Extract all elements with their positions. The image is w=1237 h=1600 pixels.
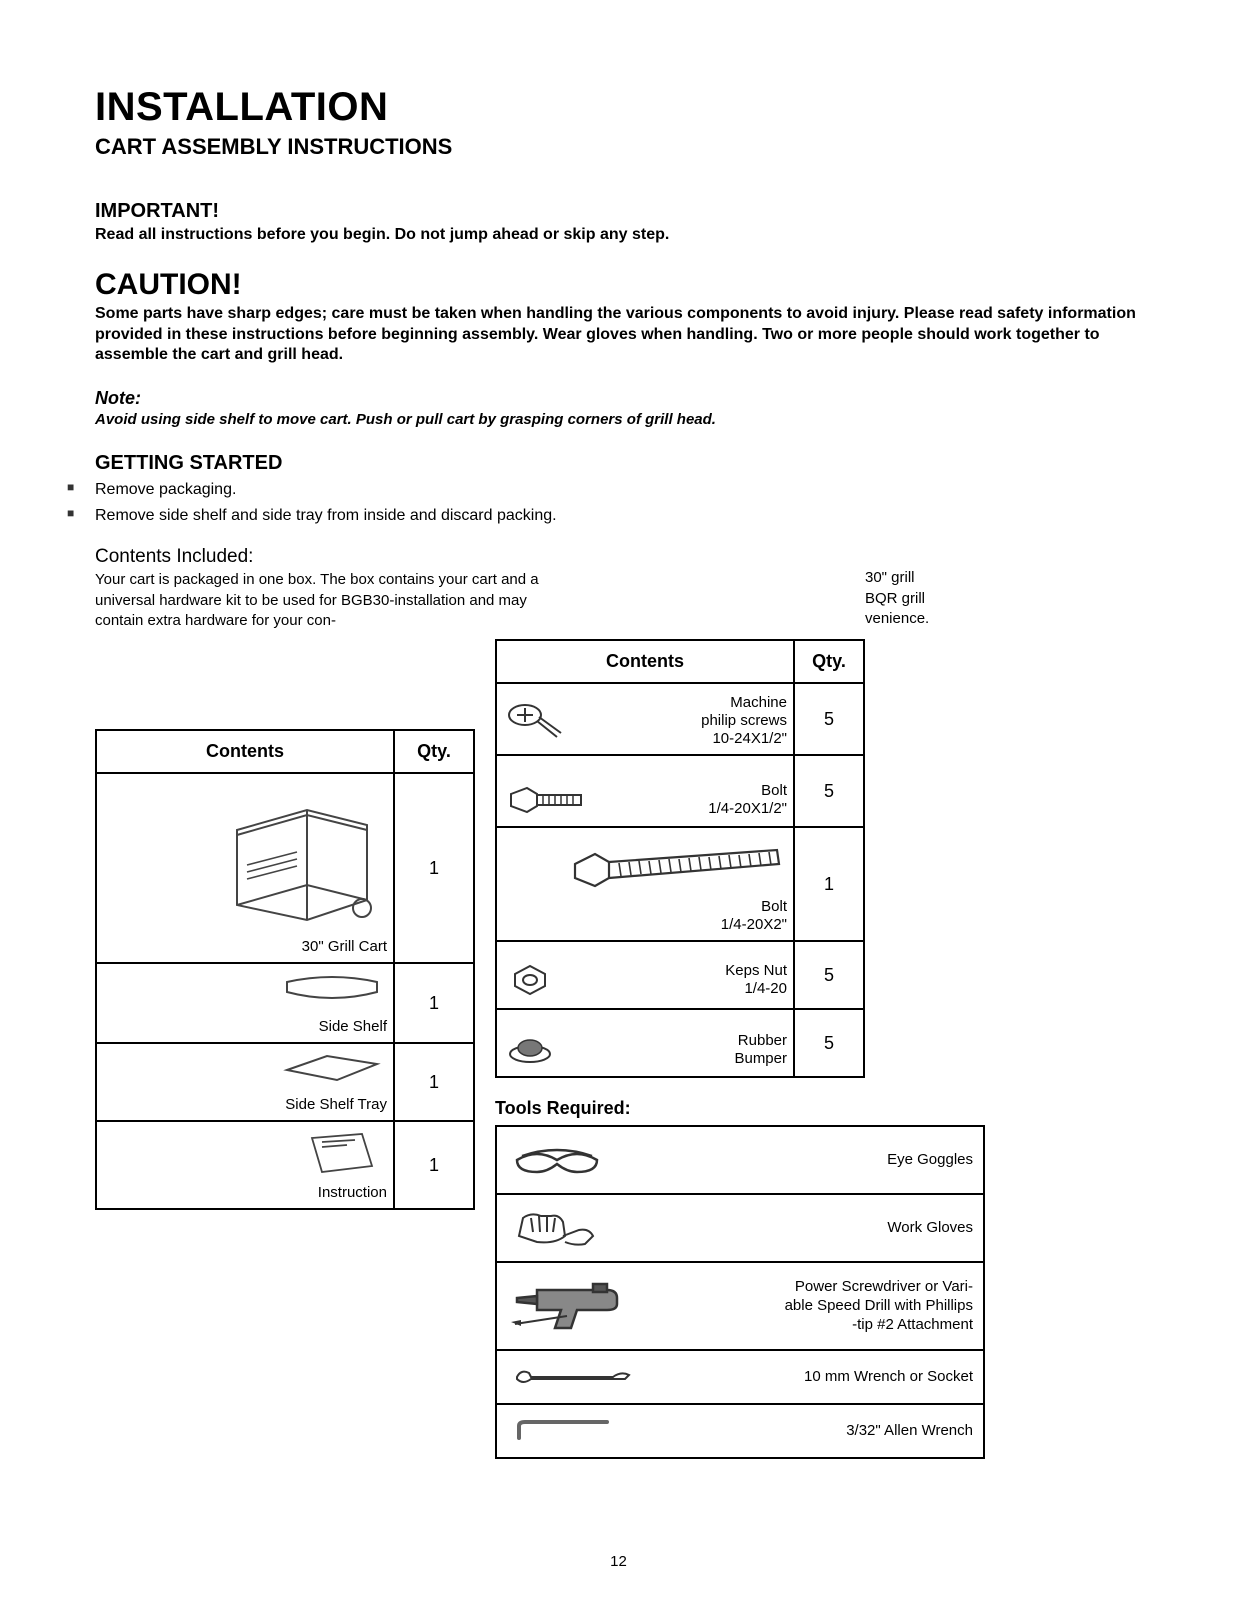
grill-cart-icon [217, 790, 387, 930]
qty-cell: 1 [394, 773, 474, 963]
table-cell: 30" Grill Cart [96, 773, 394, 963]
getting-started-heading: GETTING STARTED [95, 452, 1142, 475]
tool-label: Eye Goggles [887, 1151, 973, 1170]
page-subtitle: CART ASSEMBLY INSTRUCTIONS [95, 134, 1142, 160]
drill-icon [507, 1276, 637, 1336]
qty-cell: 1 [394, 1121, 474, 1209]
list-item: Remove side shelf and side tray from ins… [67, 503, 1142, 529]
side-shelf-icon [277, 970, 387, 1010]
important-text: Read all instructions before you begin. … [95, 225, 1142, 246]
part-label: Bolt 1/4-20X1/2" [708, 782, 787, 818]
instruction-icon [297, 1128, 387, 1176]
qty-cell: 5 [794, 755, 864, 827]
table-cell: 10 mm Wrench or Socket [496, 1350, 984, 1404]
table-header: Contents [96, 730, 394, 773]
table-cell: Instruction [96, 1121, 394, 1209]
caution-heading: CAUTION! [95, 268, 1142, 302]
goggles-icon [507, 1140, 607, 1180]
qty-cell: 5 [794, 941, 864, 1009]
part-label: Bolt 1/4-20X2" [721, 898, 787, 934]
table-header: Qty. [394, 730, 474, 773]
table-cell: Bolt 1/4-20X1/2" [496, 755, 794, 827]
caution-text: Some parts have sharp edges; care must b… [95, 304, 1142, 366]
page-number: 12 [610, 1553, 627, 1570]
getting-started-list: Remove packaging. Remove side shelf and … [95, 477, 1142, 528]
table-cell: Eye Goggles [496, 1126, 984, 1194]
bolt-short-icon [503, 780, 598, 820]
list-item: Remove packaging. [67, 477, 1142, 503]
part-label: Instruction [318, 1184, 387, 1202]
contents-side-note: 30" grill BQR grill venience. [865, 568, 929, 629]
part-label: Side Shelf Tray [285, 1096, 387, 1114]
part-label: Rubber Bumper [734, 1032, 787, 1068]
part-label: 30" Grill Cart [302, 938, 387, 956]
table-cell: Keps Nut 1/4-20 [496, 941, 794, 1009]
table-cell: Power Screwdriver or Vari- able Speed Dr… [496, 1262, 984, 1350]
contents-included-heading: Contents Included: [95, 546, 1142, 568]
tool-label: 10 mm Wrench or Socket [804, 1368, 973, 1387]
part-label: Keps Nut 1/4-20 [725, 962, 787, 998]
tool-label: Work Gloves [887, 1219, 973, 1238]
qty-cell: 1 [394, 963, 474, 1043]
page-title: INSTALLATION [95, 85, 1142, 130]
table-cell: 3/32" Allen Wrench [496, 1404, 984, 1458]
rubber-bumper-icon [503, 1030, 558, 1070]
table-cell: Side Shelf Tray [96, 1043, 394, 1121]
note-heading: Note: [95, 388, 1142, 409]
tools-required-heading: Tools Required: [495, 1098, 1142, 1119]
wrench-icon [507, 1365, 637, 1389]
tool-label: Power Screwdriver or Vari- able Speed Dr… [785, 1278, 973, 1334]
contents-table-left: Contents Qty. [95, 729, 475, 1210]
contents-included-text: Your cart is packaged in one box. The bo… [95, 570, 575, 631]
tool-label: 3/32" Allen Wrench [846, 1422, 973, 1441]
tools-table: Eye Goggles Work Gloves [495, 1125, 985, 1459]
part-label: Machine philip screws 10-24X1/2" [701, 694, 787, 748]
part-label: Side Shelf [319, 1018, 387, 1036]
qty-cell: 1 [394, 1043, 474, 1121]
qty-cell: 5 [794, 1009, 864, 1077]
allen-wrench-icon [507, 1418, 617, 1444]
keps-nut-icon [503, 958, 558, 1002]
qty-cell: 1 [794, 827, 864, 941]
table-cell: Machine philip screws 10-24X1/2" [496, 683, 794, 755]
bolt-long-icon [567, 834, 787, 890]
important-heading: IMPORTANT! [95, 200, 1142, 223]
philips-screw-icon [503, 697, 573, 745]
table-header: Contents [496, 640, 794, 683]
contents-table-right: Contents Qty. Machine philip screws 10- [495, 639, 865, 1078]
note-text: Avoid using side shelf to move cart. Pus… [95, 411, 1142, 428]
table-cell: Work Gloves [496, 1194, 984, 1262]
table-header: Qty. [794, 640, 864, 683]
qty-cell: 5 [794, 683, 864, 755]
side-shelf-tray-icon [277, 1050, 387, 1088]
table-cell: Bolt 1/4-20X2" [496, 827, 794, 941]
table-cell: Side Shelf [96, 963, 394, 1043]
table-cell: Rubber Bumper [496, 1009, 794, 1077]
gloves-icon [507, 1206, 607, 1250]
